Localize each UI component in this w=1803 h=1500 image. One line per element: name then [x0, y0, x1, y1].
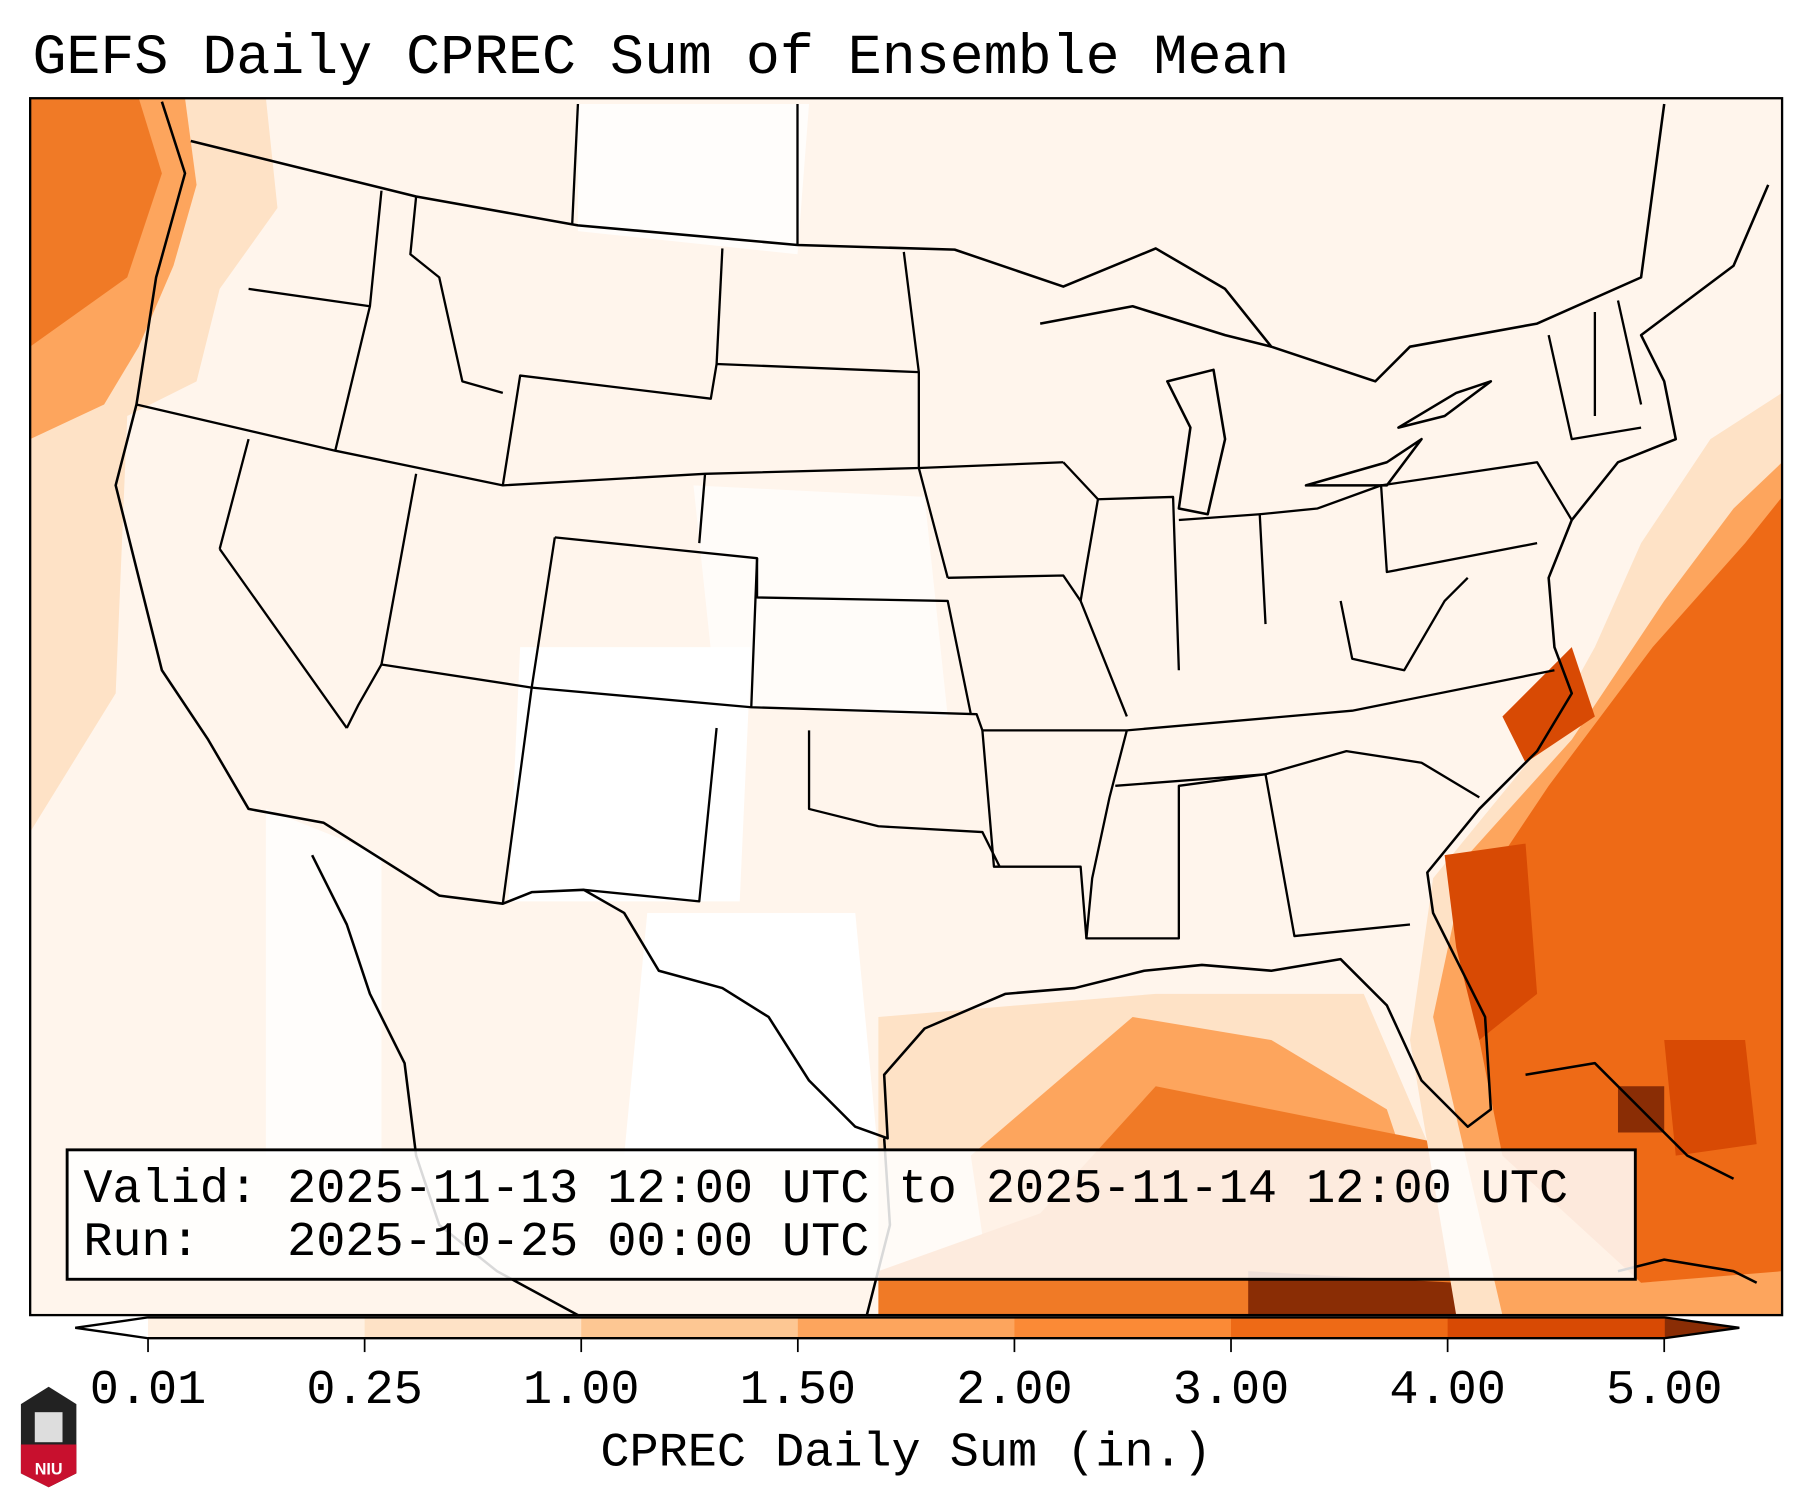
colorbar-bin — [1231, 1317, 1449, 1339]
valid-run-info-box: Valid: 2025-11-13 12:00 UTC to 2025-11-1… — [65, 1148, 1637, 1281]
colorbar-label: CPREC Daily Sum (in.) — [600, 1425, 1211, 1480]
svg-text:NIU: NIU — [35, 1461, 63, 1479]
colorbar-bin — [797, 1317, 1015, 1339]
colorbar-tick-label: 2.00 — [956, 1363, 1072, 1418]
colorbar-bin — [1447, 1317, 1665, 1339]
valid-time-text: Valid: 2025-11-13 12:00 UTC to 2025-11-1… — [83, 1162, 1568, 1217]
niu-logo: NIU — [20, 1386, 77, 1488]
colorbar-bin — [1014, 1317, 1232, 1339]
colorbar-tick-label: 0.25 — [306, 1363, 422, 1418]
colorbar-bin — [148, 1317, 366, 1339]
map-outlines — [114, 101, 1770, 1316]
map-frame — [29, 97, 1784, 1317]
colorbar-tick-label: 3.00 — [1173, 1363, 1289, 1418]
colorbar-tick-label: 5.00 — [1606, 1363, 1722, 1418]
colorbar-under-extend — [75, 1317, 149, 1339]
colorbar-tick-label: 0.01 — [90, 1363, 206, 1418]
coastline — [114, 101, 1770, 1140]
colorbar-tick-label: 1.50 — [740, 1363, 856, 1418]
colorbar: 0.01 0.25 1.00 1.50 2.00 3.00 4.00 5.00 — [75, 1316, 1740, 1418]
precip-field — [30, 98, 1783, 1316]
colorbar-bin — [581, 1317, 799, 1339]
colorbar-over-extend — [1664, 1317, 1740, 1339]
colorbar-tick-label: 1.00 — [523, 1363, 639, 1418]
figure-title: GEFS Daily CPREC Sum of Ensemble Mean — [32, 27, 1289, 91]
run-time-text: Run: 2025-10-25 00:00 UTC — [83, 1215, 869, 1270]
colorbar-bin — [364, 1317, 582, 1339]
state-lines — [136, 103, 1643, 940]
colorbar-tick-label: 4.00 — [1389, 1363, 1505, 1418]
